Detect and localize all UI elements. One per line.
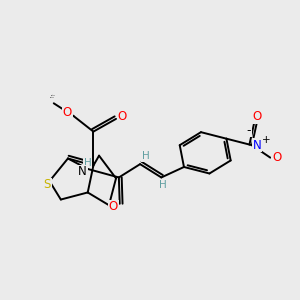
Text: O: O (118, 110, 127, 123)
Text: methyl: methyl (50, 96, 55, 98)
Text: +: + (262, 135, 270, 145)
Text: O: O (272, 151, 281, 164)
Text: O: O (252, 110, 261, 123)
Text: methyl: methyl (51, 95, 56, 96)
Text: H: H (142, 151, 150, 161)
Text: O: O (63, 106, 72, 119)
Text: H: H (84, 158, 92, 168)
Text: O: O (109, 200, 118, 213)
Text: S: S (44, 178, 51, 191)
Text: -: - (247, 124, 251, 137)
Text: methyl: methyl (51, 95, 56, 96)
Text: N: N (253, 139, 261, 152)
Text: H: H (159, 180, 166, 190)
Text: N: N (78, 165, 87, 178)
